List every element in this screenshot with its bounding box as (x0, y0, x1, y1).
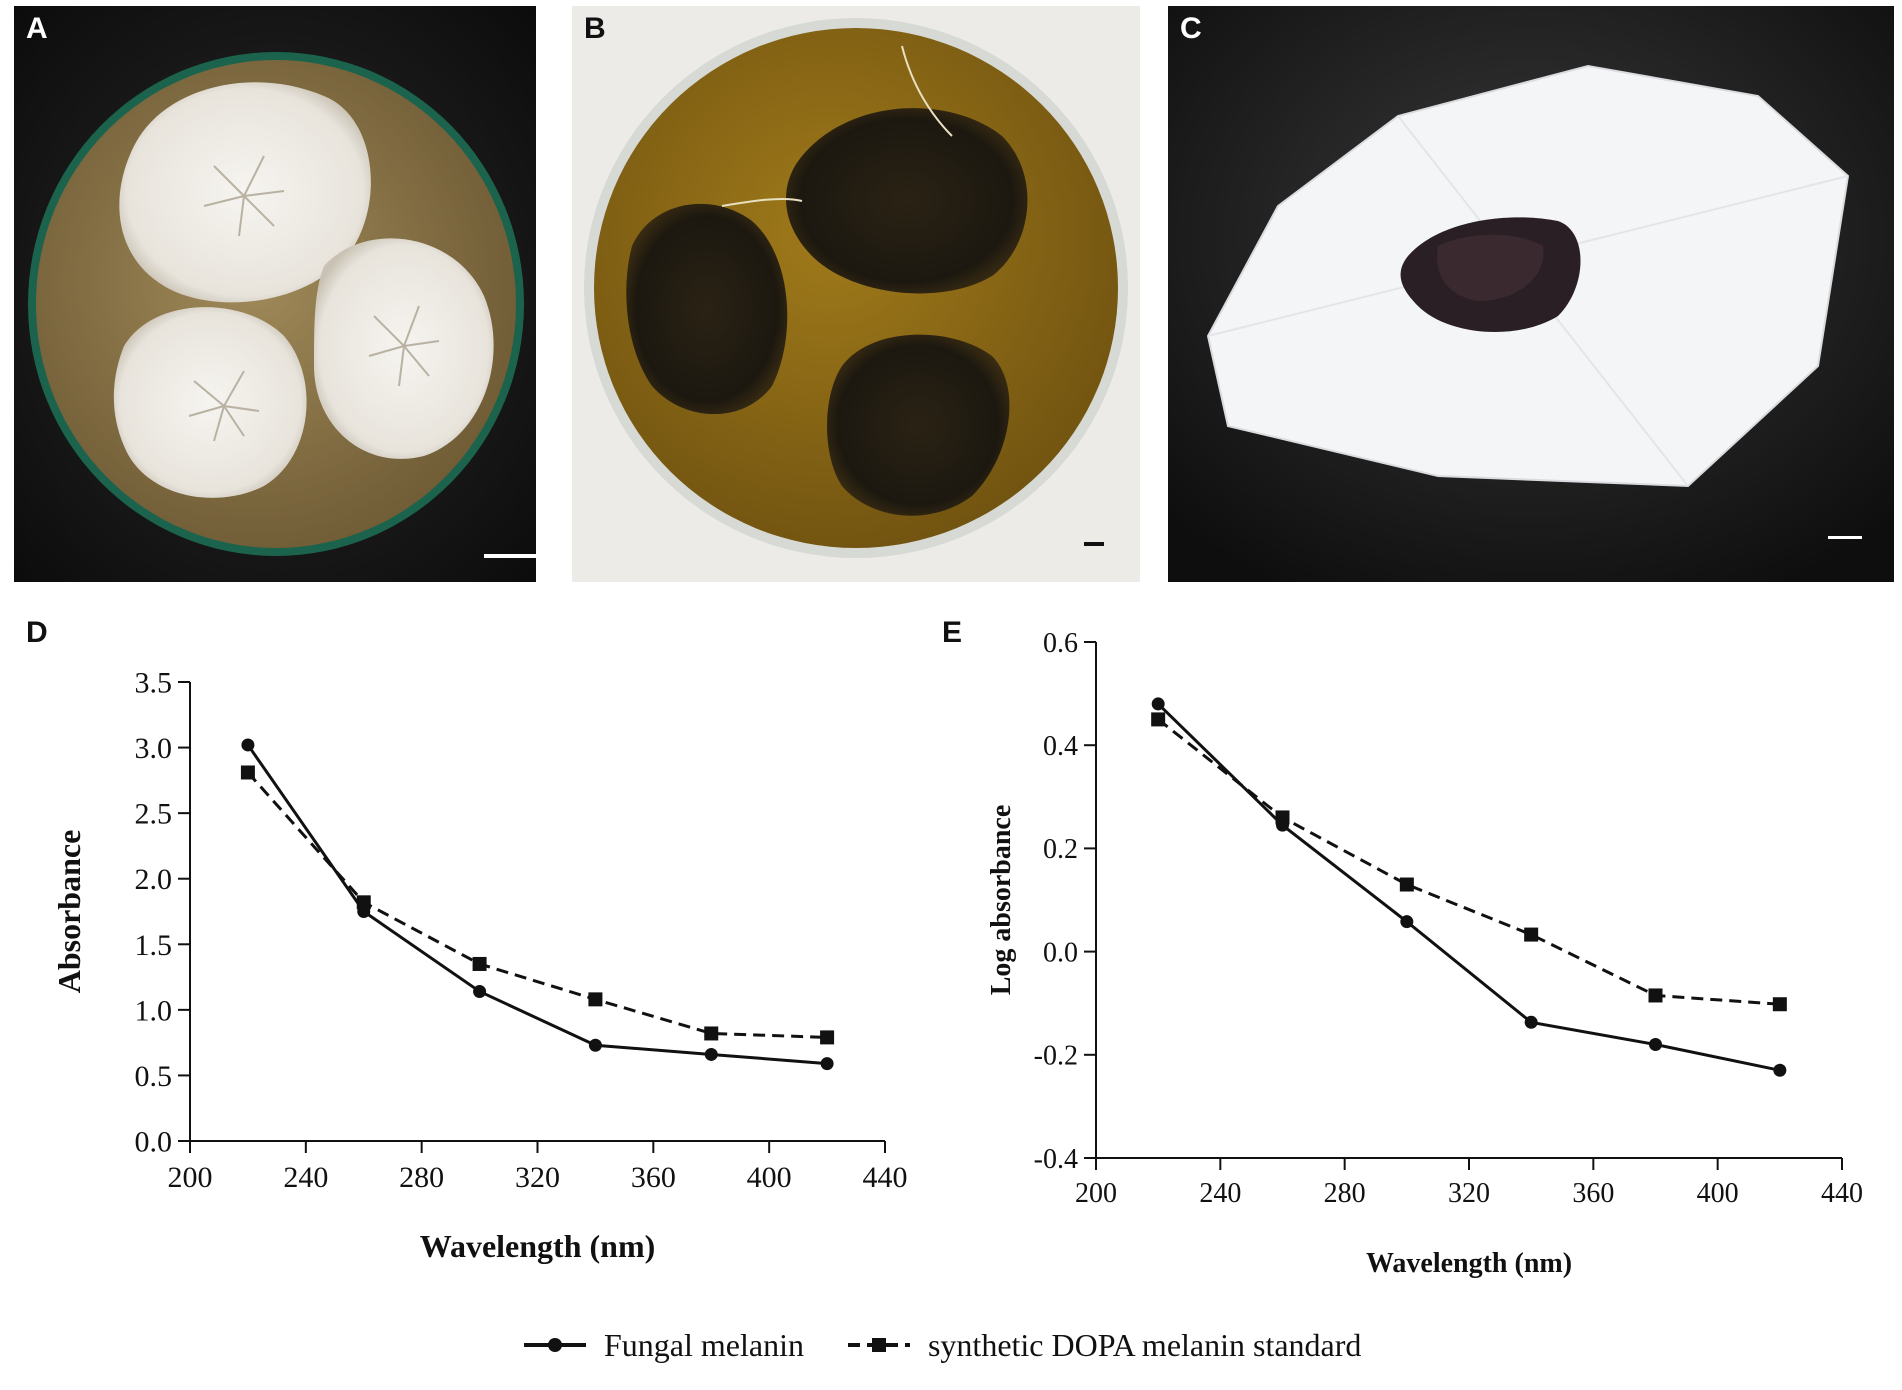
x-tick-label-d: 200 (168, 1161, 213, 1194)
legend-item-synthetic: synthetic DOPA melanin standard (844, 1327, 1361, 1364)
series-line-fungal-d (246, 744, 828, 1066)
y-tick-label-e: 0.6 (1043, 628, 1078, 659)
y-tick-label-d: 1.5 (135, 929, 173, 962)
x-tick-label-e: 280 (1324, 1178, 1366, 1209)
point-fungal-e (1773, 1063, 1787, 1077)
y-tick-label-d: 3.5 (135, 667, 173, 700)
point-synthetic-d (240, 765, 255, 780)
point-synthetic-d (820, 1030, 835, 1045)
series-line-synthetic-d (246, 771, 828, 1039)
point-fungal-e (1400, 915, 1414, 929)
x-tick-label-d: 240 (283, 1161, 328, 1194)
point-synthetic-e (1275, 810, 1290, 825)
point-fungal-d (820, 1057, 834, 1071)
x-axis-label-d: Wavelength (nm) (420, 1228, 656, 1264)
x-tick-label-e: 360 (1572, 1178, 1614, 1209)
photo-c (1168, 6, 1894, 582)
x-tick-label-d: 360 (631, 1161, 676, 1194)
petri-dish-dark-colonies (572, 6, 1140, 582)
point-synthetic-d (588, 992, 603, 1007)
legend-label-fungal: Fungal melanin (604, 1326, 804, 1363)
x-tick-label-d: 320 (515, 1161, 560, 1194)
point-fungal-e (1649, 1037, 1662, 1051)
point-fungal-d (704, 1047, 718, 1061)
y-tick-label-e: 0.2 (1043, 834, 1078, 865)
panel-letter-e: E (942, 616, 963, 649)
panel-letter-a: A (26, 12, 48, 45)
filter-paper-melanin-powder (1168, 6, 1894, 582)
panel-letter-c: C (1180, 12, 1202, 45)
point-synthetic-d (356, 895, 371, 910)
y-tick-label-d: 2.0 (135, 863, 173, 896)
legend-label-synthetic: synthetic DOPA melanin standard (927, 1326, 1362, 1363)
series-line-synthetic-e (1157, 718, 1780, 1006)
x-tick-label-e: 240 (1199, 1178, 1241, 1209)
point-synthetic-e (1399, 877, 1414, 892)
y-tick-label-e: -0.2 (1034, 1041, 1078, 1072)
legend-item-fungal: Fungal melanin (520, 1327, 804, 1364)
x-tick-label-e: 400 (1697, 1178, 1739, 1209)
y-axis-label-e: Log absorbance (986, 805, 1017, 996)
y-tick-label-d: 0.0 (135, 1126, 173, 1159)
photo-a (14, 6, 536, 582)
legend-marker-fungal (524, 1338, 586, 1352)
legend: Fungal melanin synthetic DOPA melanin st… (520, 1320, 1401, 1370)
y-axis-label-d: Absorbance (51, 830, 87, 994)
point-fungal-d (241, 738, 255, 752)
x-tick-label-d: 280 (399, 1161, 444, 1194)
x-axis-label-e: Wavelength (nm) (1366, 1248, 1572, 1279)
y-tick-label-d: 2.5 (135, 798, 173, 831)
point-fungal-d (473, 984, 487, 998)
point-fungal-e (1524, 1015, 1538, 1029)
petri-dish-white-colonies (14, 6, 536, 582)
point-fungal-e (1151, 697, 1165, 711)
point-synthetic-d (704, 1026, 719, 1041)
y-tick-label-d: 0.5 (135, 1060, 173, 1093)
point-synthetic-e (1648, 988, 1663, 1003)
x-tick-label-e: 200 (1075, 1178, 1117, 1209)
y-tick-label-e: -0.4 (1034, 1144, 1078, 1175)
x-tick-label-d: 400 (747, 1161, 792, 1194)
series-line-fungal-e (1157, 702, 1781, 1072)
point-synthetic-e (1524, 927, 1539, 942)
x-tick-label-d: 440 (863, 1161, 908, 1194)
y-tick-label-d: 3.0 (135, 732, 173, 765)
panel-letter-d: D (26, 616, 48, 649)
y-tick-label-e: 0.4 (1043, 731, 1078, 762)
y-tick-label-d: 1.0 (135, 994, 173, 1027)
legend-marker-synthetic (847, 1338, 910, 1352)
x-tick-label-e: 320 (1448, 1178, 1490, 1209)
x-tick-label-e: 440 (1821, 1178, 1863, 1209)
point-fungal-d (588, 1038, 602, 1052)
y-tick-label-e: 0.0 (1043, 937, 1078, 968)
point-synthetic-e (1772, 997, 1787, 1012)
panel-letter-b: B (584, 12, 606, 45)
point-synthetic-d (472, 956, 487, 971)
point-synthetic-e (1151, 712, 1166, 727)
photo-b (572, 6, 1140, 582)
